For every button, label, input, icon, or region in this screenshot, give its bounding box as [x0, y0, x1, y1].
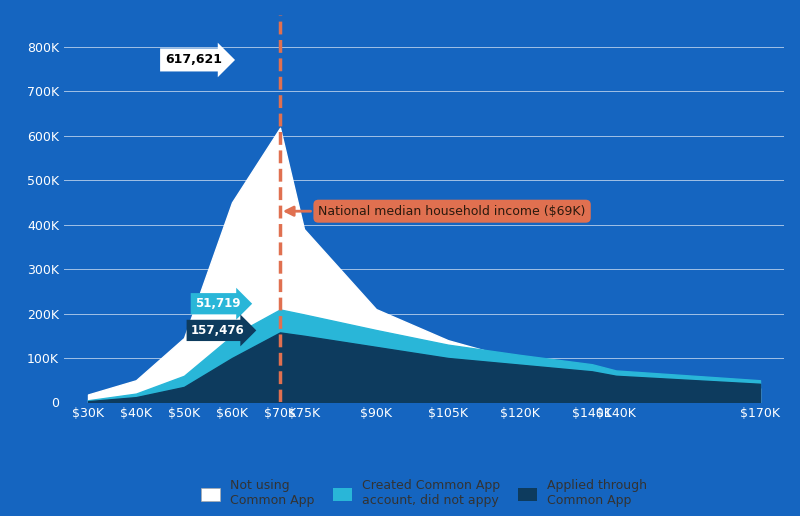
Text: 617,621: 617,621 [165, 54, 222, 67]
Legend: Not using
Common App, Created Common App
account, did not appy, Applied through
: Not using Common App, Created Common App… [196, 474, 652, 512]
Text: 51,719: 51,719 [195, 297, 240, 310]
Text: National median household income ($69K): National median household income ($69K) [286, 205, 586, 218]
Text: 157,476: 157,476 [190, 324, 245, 337]
